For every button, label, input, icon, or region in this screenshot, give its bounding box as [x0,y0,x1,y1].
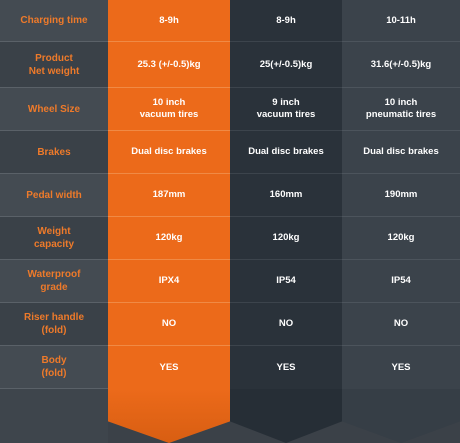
value-cell: 190mm [342,174,460,217]
label-line: Product [35,52,73,64]
product-column-2: 8-9h 25(+/-0.5)kg 9 inch vacuum tires Dua… [230,0,342,443]
label-line: (fold) [41,368,67,379]
value-cell: 31.6(+/-0.5)kg [342,42,460,88]
label-net-weight: Product Net weight [0,42,108,88]
label-weight-capacity: Weight capacity [0,217,108,260]
value-cell: 120kg [342,217,460,260]
value-cell: 10 inch vacuum tires [108,88,230,131]
value-cell: YES [159,361,179,373]
product-column-highlighted: 8-9h 25.3 (+/-0.5)kg 10 inch vacuum tires… [108,0,230,443]
label-line: Pedal width [26,189,82,201]
label-column: Charging time Product Net weight Wheel Si… [0,0,108,443]
value-cell: IP54 [342,260,460,303]
value-cell: 120kg [108,217,230,260]
value-cell: 10 inch pneumatic tires [342,88,460,131]
value-cell: 25.3 (+/-0.5)kg [108,42,230,88]
value-cell: Dual disc brakes [230,131,342,174]
label-brakes: Brakes [0,131,108,174]
label-wheel-size: Wheel Size [0,88,108,131]
value-cell: 8-9h [230,0,342,42]
value-cell: 187mm [108,174,230,217]
value-cell: Dual disc brakes [108,131,230,174]
label-line: capacity [33,239,75,250]
value-cell: 25(+/-0.5)kg [230,42,342,88]
label-line: Riser handle [23,312,85,323]
label-line: Net weight [28,65,80,77]
value-cell: 8-9h [108,0,230,42]
label-line: (fold) [41,325,67,336]
label-line: Charging time [20,15,88,26]
value-cell: NO [108,303,230,346]
value-cell: 10-11h [342,0,460,42]
label-pedal-width: Pedal width [0,174,108,217]
label-riser-handle: Riser handle (fold) [0,303,108,346]
label-line: Brakes [37,146,71,158]
label-line: Waterproof [27,269,81,280]
value-cell: YES [391,361,411,373]
value-cell: NO [230,303,342,346]
value-cell: 160mm [230,174,342,217]
value-cell: IP54 [230,260,342,303]
value-cell: IPX4 [108,260,230,303]
label-waterproof-grade: Waterproof grade [0,260,108,303]
value-cell: Dual disc brakes [342,131,460,174]
label-body: Body (fold) [0,346,108,389]
label-line: Weight [37,226,71,237]
label-charging-time: Charging time [0,0,108,42]
value-cell: 9 inch vacuum tires [230,88,342,131]
value-cell: 120kg [230,217,342,260]
value-cell: NO [342,303,460,346]
label-line: grade [40,282,68,293]
value-cell: YES [276,361,296,373]
label-line: Body [41,355,67,366]
label-line: Wheel Size [27,103,81,115]
product-column-3: 10-11h 31.6(+/-0.5)kg 10 inch pneumatic t… [342,0,460,443]
